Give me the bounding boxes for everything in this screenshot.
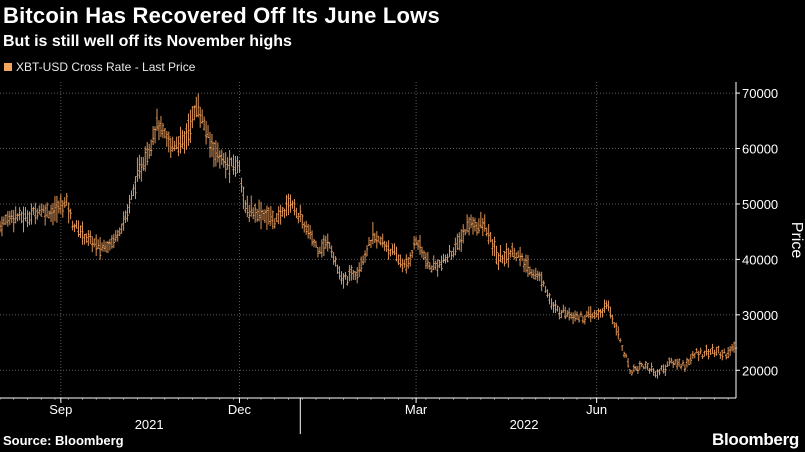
y-tick-label: 20000	[742, 363, 778, 378]
y-tick-label: 40000	[742, 252, 778, 267]
chart-subtitle: But is still well off its November highs	[3, 33, 292, 50]
price-bars	[0, 93, 738, 379]
legend: XBT-USD Cross Rate - Last Price	[4, 60, 195, 74]
y-tick-label: 50000	[742, 197, 778, 212]
y-axis-label: Price	[788, 222, 805, 259]
chart-title: Bitcoin Has Recovered Off Its June Lows	[3, 3, 440, 28]
x-tick-label: Jun	[586, 402, 607, 417]
legend-label: XBT-USD Cross Rate - Last Price	[16, 60, 196, 74]
y-tick-label: 60000	[742, 142, 778, 157]
x-tick-label: Sep	[49, 402, 72, 417]
year-label: 2021	[135, 417, 164, 432]
y-tick-label: 70000	[742, 86, 778, 101]
source-note: Source: Bloomberg	[3, 433, 124, 448]
year-label: 2022	[510, 417, 539, 432]
grid-lines	[0, 82, 736, 398]
x-tick-label: Dec	[228, 402, 252, 417]
y-tick-label: 30000	[742, 308, 778, 323]
axes: 20000 30000 40000 50000 60000 70000 Sep Dec Mar J…	[0, 82, 778, 434]
legend-swatch	[4, 63, 12, 71]
bloomberg-logo: Bloomberg	[711, 430, 799, 449]
x-tick-label: Mar	[405, 402, 428, 417]
